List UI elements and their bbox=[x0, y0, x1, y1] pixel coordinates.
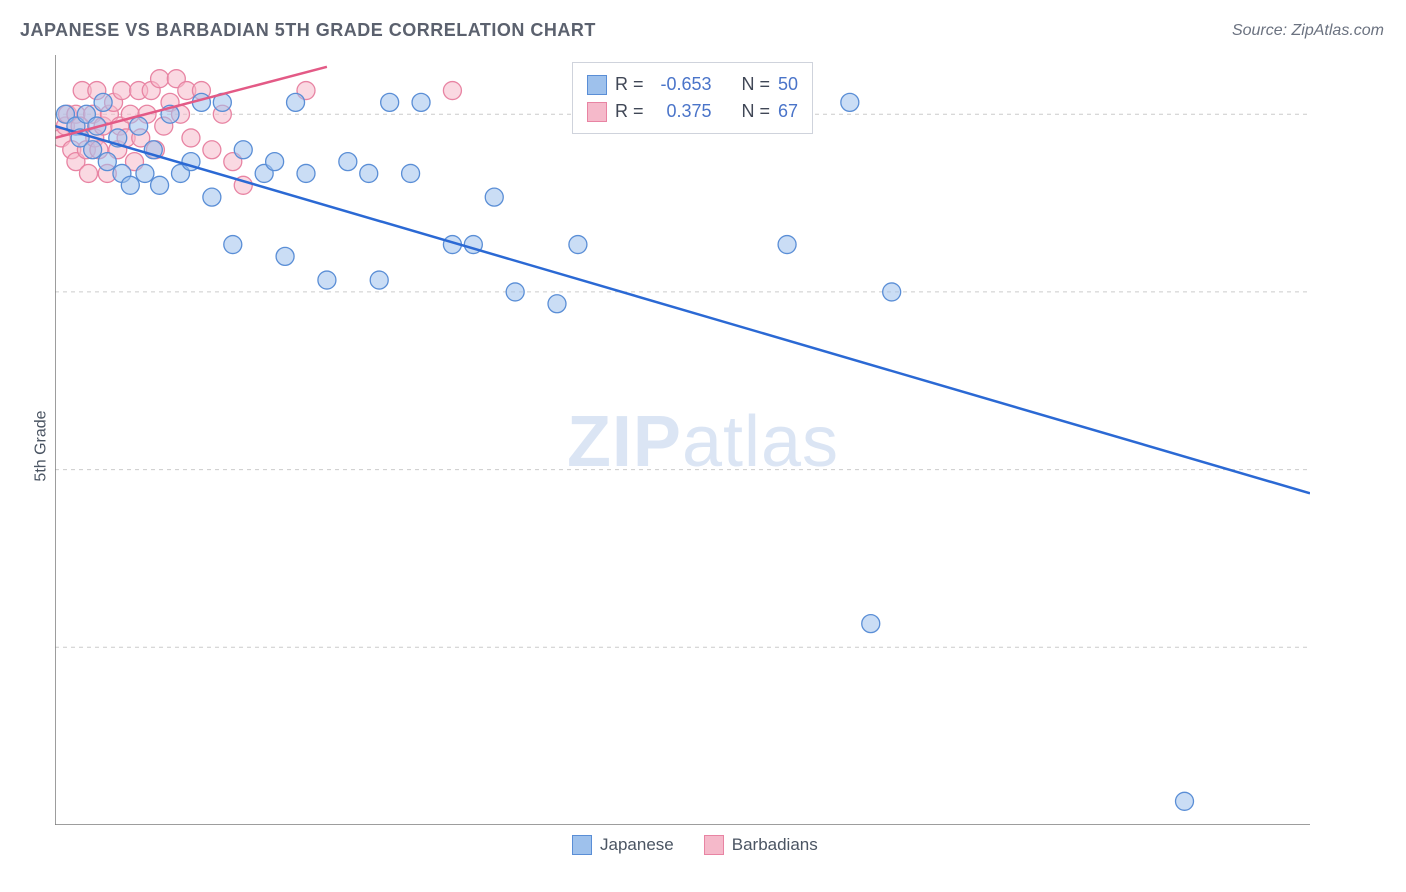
legend-n-label: N = bbox=[742, 98, 771, 125]
legend-r-value: -0.653 bbox=[652, 71, 712, 98]
data-point bbox=[402, 164, 420, 182]
data-point bbox=[113, 82, 131, 100]
data-point bbox=[1176, 792, 1194, 810]
chart-title: JAPANESE VS BARBADIAN 5TH GRADE CORRELAT… bbox=[20, 20, 596, 41]
correlation-chart: JAPANESE VS BARBADIAN 5TH GRADE CORRELAT… bbox=[0, 0, 1406, 892]
data-point bbox=[297, 164, 315, 182]
plot-area: 0.0%60.0% 55.0%70.0%85.0%100.0% bbox=[55, 55, 1310, 825]
source-label: Source: ZipAtlas.com bbox=[1232, 22, 1384, 40]
series-name: Barbadians bbox=[732, 835, 818, 855]
series-name: Japanese bbox=[600, 835, 674, 855]
data-point bbox=[381, 93, 399, 111]
legend-n-value: 67 bbox=[778, 98, 798, 125]
legend-swatch bbox=[587, 102, 607, 122]
correlation-legend: R = -0.653 N = 50 R = 0.375 N = 67 bbox=[572, 62, 813, 134]
legend-r-label: R = bbox=[615, 71, 644, 98]
data-point bbox=[151, 70, 169, 88]
legend-n-label: N = bbox=[742, 71, 771, 98]
data-point bbox=[862, 615, 880, 633]
y-axis-label: 5th Grade bbox=[33, 410, 51, 481]
series-legend: Japanese Barbadians bbox=[572, 835, 818, 855]
data-point bbox=[506, 283, 524, 301]
data-point bbox=[548, 295, 566, 313]
data-point bbox=[569, 236, 587, 254]
data-point bbox=[318, 271, 336, 289]
data-point bbox=[203, 141, 221, 159]
legend-swatch bbox=[587, 75, 607, 95]
data-point bbox=[443, 82, 461, 100]
legend-swatch bbox=[572, 835, 592, 855]
legend-swatch bbox=[704, 835, 724, 855]
trend-line bbox=[55, 126, 1310, 493]
data-point bbox=[94, 93, 112, 111]
data-point bbox=[360, 164, 378, 182]
data-point bbox=[778, 236, 796, 254]
legend-row: R = 0.375 N = 67 bbox=[587, 98, 798, 125]
legend-n-value: 50 bbox=[778, 71, 798, 98]
legend-r-label: R = bbox=[615, 98, 644, 125]
data-point bbox=[370, 271, 388, 289]
series-legend-item: Japanese bbox=[572, 835, 674, 855]
data-point bbox=[79, 164, 97, 182]
data-point bbox=[287, 93, 305, 111]
legend-row: R = -0.653 N = 50 bbox=[587, 71, 798, 98]
data-point bbox=[224, 236, 242, 254]
data-point bbox=[84, 141, 102, 159]
data-point bbox=[883, 283, 901, 301]
data-point bbox=[339, 153, 357, 171]
data-point bbox=[234, 141, 252, 159]
data-point bbox=[485, 188, 503, 206]
legend-r-value: 0.375 bbox=[652, 98, 712, 125]
data-point bbox=[151, 176, 169, 194]
data-point bbox=[121, 176, 139, 194]
data-point bbox=[182, 129, 200, 147]
data-point bbox=[130, 117, 148, 135]
data-point bbox=[841, 93, 859, 111]
data-point bbox=[276, 247, 294, 265]
data-point bbox=[203, 188, 221, 206]
data-point bbox=[412, 93, 430, 111]
data-point bbox=[136, 164, 154, 182]
series-legend-item: Barbadians bbox=[704, 835, 818, 855]
data-point bbox=[266, 153, 284, 171]
data-point bbox=[98, 153, 116, 171]
